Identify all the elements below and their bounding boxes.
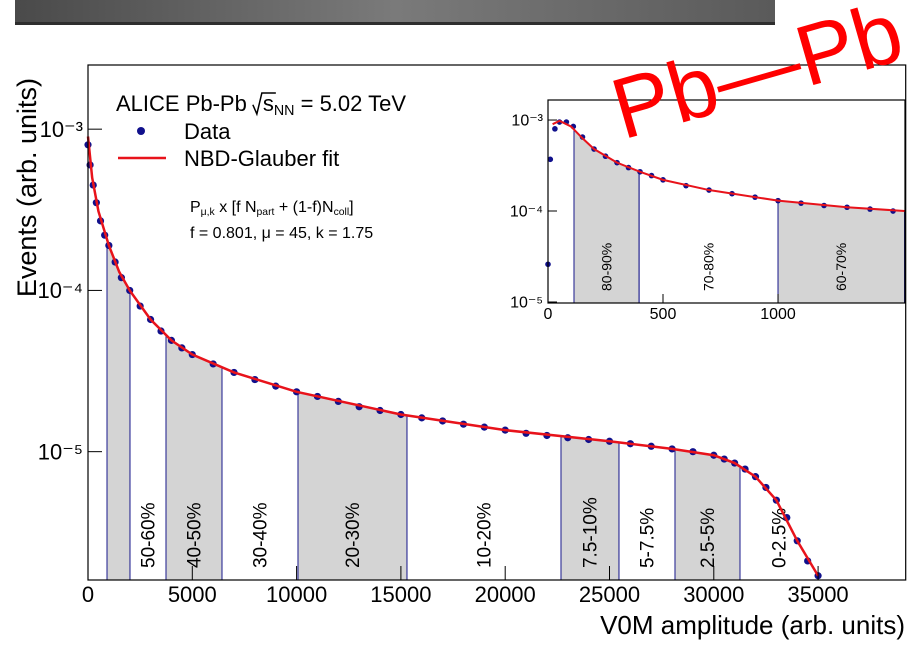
banner [15,0,775,25]
x-tick-label: 5000 [168,582,217,607]
centrality-band [674,449,740,580]
text-part: f = 0.801, μ = 45, k = 1.75 [190,225,373,242]
text-part: + (1-f)N [274,199,333,216]
formula: f = 0.801, μ = 45, k = 1.75 [190,225,373,242]
centrality-band [297,392,407,580]
class-label: 0-2.5% [770,508,791,568]
subscript: NN [274,103,295,119]
subscript: coll [334,207,350,218]
x-tick-label: 15000 [370,582,431,607]
text-part: s [263,91,274,116]
x-tick-label: 0 [544,306,553,323]
class-label: 5-7.5% [638,508,659,568]
legend-label: Data [184,119,231,144]
fit-line [86,136,820,577]
class-label: 30-40% [251,502,272,568]
x-tick-label: 20000 [475,582,536,607]
legend-marker [137,127,145,135]
centrality-band [165,334,223,580]
y-tick-label: 10⁻³ [511,113,543,130]
x-tick-label: 25000 [579,582,640,607]
x-tick-label: 1000 [760,306,796,323]
text-part: = 5.02 TeV [295,91,407,116]
frame [87,64,907,581]
subscript: part [257,207,275,218]
x-tick-label: 30000 [683,582,744,607]
formula: Pμ,k x [f Npart + (1-f)Ncoll] [190,199,354,218]
y-axis-label: Events (arb. units) [12,78,42,297]
class-label: 2.5-5% [698,508,719,568]
y-tick-label: 10⁻³ [40,117,83,142]
centrality-band [107,239,130,581]
centrality-band [573,129,640,303]
frame [547,99,906,304]
text-part: ALICE Pb-Pb [116,91,253,116]
inset-plot: 80-90% 70-80% 60-70% 0 500 1000 10⁻³ 10⁻⁴ 10⁻⁵ [510,99,906,323]
text-part: ] [349,199,353,216]
data-point [547,156,554,163]
y-tick-label: 10⁻⁵ [510,295,543,312]
subscript: μ,k [201,207,216,218]
sqrt-sign [252,92,276,117]
centrality-band [778,200,905,303]
text-part: P [190,199,201,216]
x-axis-label: V0M amplitude (arb. units) [600,610,905,640]
y-tick-label: 10⁻⁴ [510,204,543,221]
class-label: 60-70% [833,243,849,291]
class-label: 80-90% [598,243,614,291]
centrality-band [560,436,619,580]
x-tick-label: 0 [82,582,94,607]
text-part: x [f N [215,199,257,216]
legend-title: ALICE Pb-Pb sNN = 5.02 TeV [116,91,406,119]
y-tick-label: 10⁻⁴ [37,278,83,303]
banner-edge [15,22,775,25]
class-label: 70-80% [700,243,716,291]
class-label: 20-30% [343,502,364,568]
legend-label: NBD-Glauber fit [184,146,339,171]
y-tick-label: 10⁻⁵ [38,439,83,464]
class-label: 40-50% [185,502,206,568]
x-tick-label: 35000 [787,582,848,607]
data-point [552,126,558,132]
x-tick-label: 500 [650,306,677,323]
class-label: 7.5-10% [581,497,602,568]
x-tick-label: 10000 [266,582,327,607]
class-label: 50-60% [139,502,160,568]
class-label: 10-20% [475,502,496,568]
fit-line [552,119,905,213]
